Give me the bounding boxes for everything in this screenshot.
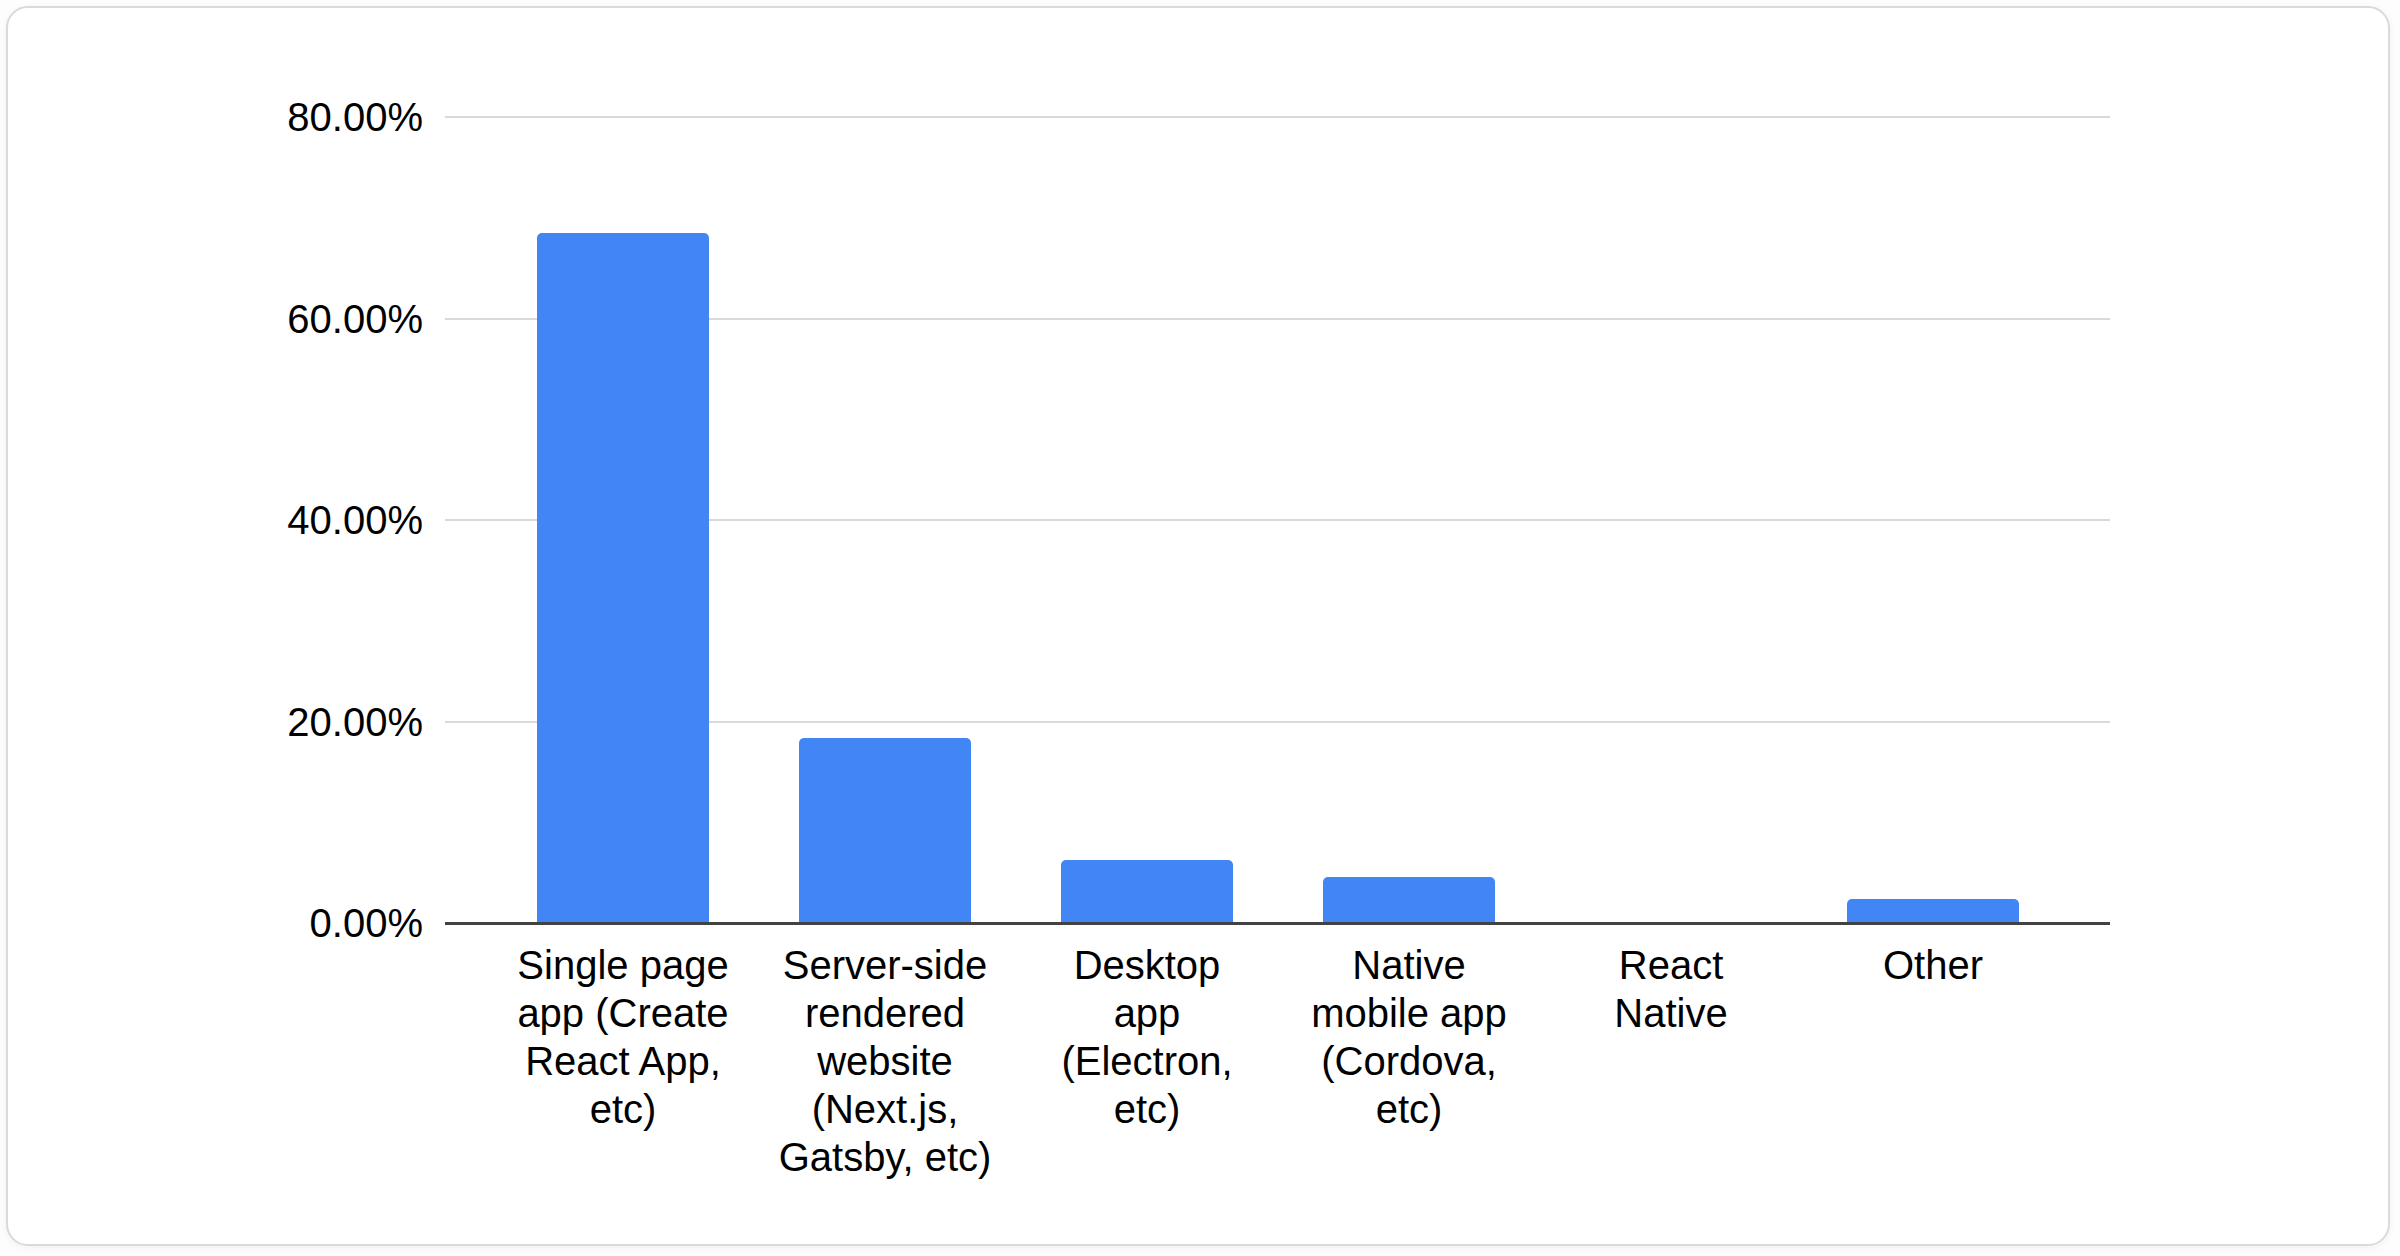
category-label: Server-side rendered website (Next.js, G… — [754, 941, 1016, 1181]
bar — [1061, 860, 1232, 923]
bar-slot — [754, 113, 1016, 923]
bar — [799, 738, 970, 923]
bar — [1323, 877, 1494, 923]
y-tick-label: 20.00% — [120, 698, 423, 746]
bar-slot — [1016, 113, 1278, 923]
category-label: React Native — [1540, 941, 1802, 1037]
screenshot-canvas: 80.00% 60.00% 40.00% 20.00% 0.00% Single pag… — [0, 0, 2400, 1256]
bar-slot — [492, 113, 754, 923]
bar-slot — [1802, 113, 2064, 923]
bar — [537, 233, 708, 923]
y-tick-label: 80.00% — [120, 93, 423, 141]
bar-slot — [1278, 113, 1540, 923]
x-axis-baseline — [445, 922, 2110, 925]
x-axis-category-labels: Single page app (Create React App, etc)S… — [492, 941, 2064, 1181]
y-tick-label: 60.00% — [120, 295, 423, 343]
bar-series — [492, 113, 2064, 923]
y-tick-label: 0.00% — [120, 899, 423, 947]
category-label: Single page app (Create React App, etc) — [492, 941, 754, 1133]
bar-slot — [1540, 113, 1802, 923]
category-label: Native mobile app (Cordova, etc) — [1278, 941, 1540, 1133]
category-label: Desktop app (Electron, etc) — [1016, 941, 1278, 1133]
bar — [1847, 899, 2018, 923]
y-tick-label: 40.00% — [120, 496, 423, 544]
category-label: Other — [1802, 941, 2064, 989]
